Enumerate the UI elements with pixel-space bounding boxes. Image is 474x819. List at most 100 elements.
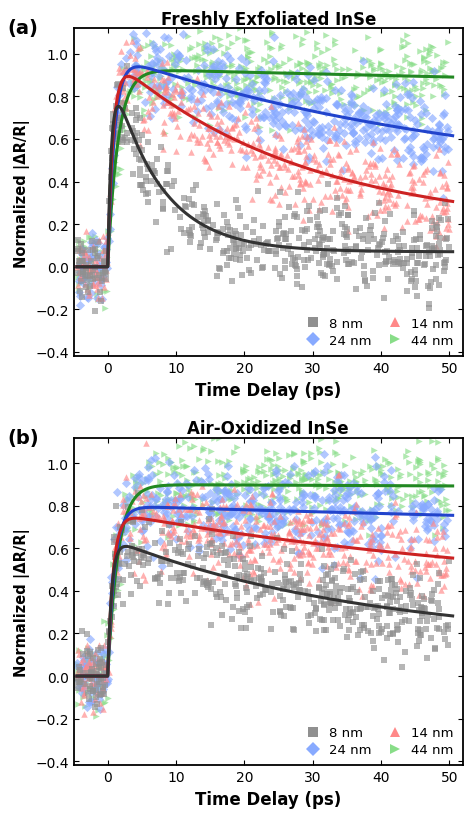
Point — [335, 475, 342, 488]
Point — [254, 596, 262, 609]
Point — [86, 679, 93, 692]
Point — [99, 674, 107, 687]
Point — [215, 479, 223, 492]
Point — [422, 250, 429, 263]
Point — [212, 588, 219, 601]
Point — [392, 505, 400, 518]
Point — [295, 584, 303, 597]
Point — [419, 153, 427, 166]
Point — [220, 247, 228, 260]
Point — [300, 193, 308, 206]
Point — [85, 655, 92, 668]
Point — [84, 642, 91, 655]
Point — [274, 505, 282, 518]
Point — [152, 468, 160, 481]
Point — [432, 240, 439, 253]
Point — [301, 90, 309, 103]
Point — [425, 247, 433, 260]
Point — [143, 27, 150, 40]
Point — [255, 233, 262, 247]
Point — [81, 661, 89, 674]
Point — [153, 80, 160, 93]
Point — [293, 67, 301, 80]
Point — [355, 67, 362, 80]
Point — [332, 495, 339, 508]
Point — [115, 559, 122, 572]
Point — [97, 697, 104, 710]
Point — [121, 558, 129, 571]
Point — [364, 67, 372, 80]
Point — [443, 202, 451, 215]
Point — [163, 545, 170, 559]
Point — [247, 115, 255, 128]
Point — [218, 115, 225, 129]
Point — [327, 596, 335, 609]
Point — [260, 518, 268, 532]
Point — [109, 611, 116, 624]
Point — [216, 123, 223, 136]
Point — [302, 472, 310, 485]
Point — [416, 500, 423, 513]
Point — [417, 209, 424, 222]
Point — [419, 500, 426, 513]
Point — [89, 705, 97, 718]
Point — [428, 240, 436, 253]
Point — [190, 514, 197, 527]
Point — [103, 232, 110, 245]
Point — [285, 526, 293, 539]
Point — [353, 485, 361, 498]
Point — [372, 207, 379, 220]
Point — [371, 161, 379, 174]
Point — [161, 495, 169, 509]
Point — [407, 275, 414, 288]
Point — [300, 518, 307, 532]
Point — [85, 246, 93, 259]
Point — [135, 134, 143, 147]
Point — [87, 686, 95, 699]
Point — [203, 71, 211, 84]
Point — [298, 526, 306, 539]
Point — [149, 503, 157, 516]
Point — [375, 170, 383, 183]
Point — [435, 611, 443, 624]
Point — [107, 615, 114, 628]
Point — [89, 656, 97, 669]
Point — [167, 493, 174, 506]
Point — [389, 113, 397, 126]
Point — [174, 506, 182, 519]
Point — [143, 473, 151, 486]
Point — [266, 245, 273, 258]
Point — [186, 102, 194, 115]
Point — [127, 532, 134, 545]
Point — [242, 57, 250, 70]
Point — [370, 601, 378, 614]
Point — [200, 43, 208, 56]
Point — [206, 84, 214, 97]
Point — [232, 118, 239, 131]
Point — [439, 109, 447, 122]
Point — [190, 465, 198, 478]
Point — [386, 181, 394, 194]
Point — [93, 667, 101, 680]
Point — [162, 84, 170, 97]
Point — [247, 499, 255, 512]
Point — [82, 269, 90, 282]
Point — [427, 572, 434, 585]
Point — [420, 590, 428, 603]
Point — [324, 568, 332, 581]
Point — [106, 629, 114, 642]
Point — [103, 628, 110, 641]
Point — [370, 635, 377, 648]
Point — [301, 585, 309, 598]
Point — [370, 82, 377, 95]
Point — [363, 510, 371, 523]
Point — [413, 257, 421, 270]
Point — [266, 532, 274, 545]
Point — [419, 118, 426, 131]
Point — [419, 610, 426, 623]
Point — [382, 180, 390, 193]
Point — [167, 501, 175, 514]
Point — [213, 97, 220, 111]
Point — [96, 689, 104, 702]
Point — [206, 129, 213, 143]
